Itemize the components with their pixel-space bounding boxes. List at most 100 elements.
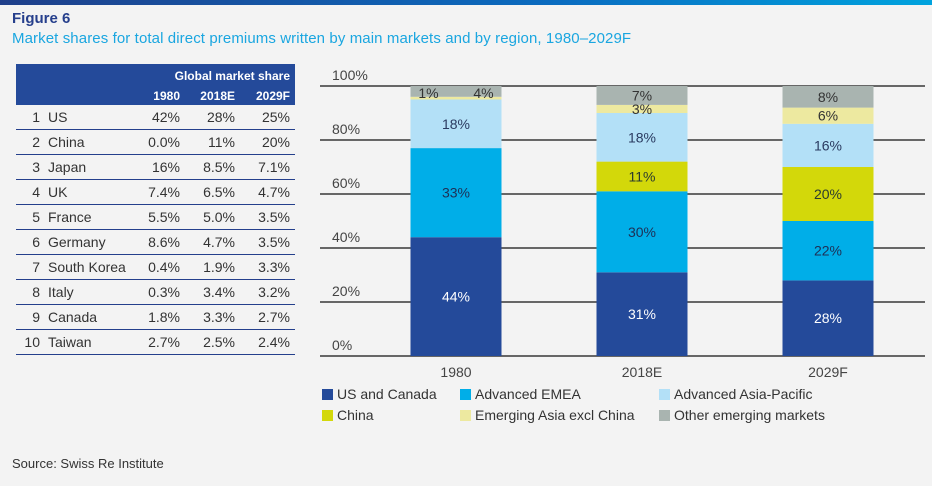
table-row: 10 Taiwan 2.7% 2.5% 2.4% [16, 329, 295, 355]
source-note: Source: Swiss Re Institute [12, 456, 164, 471]
bar-data-label: 31% [628, 306, 656, 322]
bar-data-label: 11% [629, 168, 656, 184]
legend-swatch [322, 409, 333, 421]
table-row: 7 South Korea 0.4% 1.9% 3.3% [16, 254, 295, 280]
value-cell-2018e: 2.5% [185, 329, 240, 355]
country-cell: Taiwan [48, 329, 130, 355]
value-cell-1980: 7.4% [130, 179, 185, 205]
x-tick-label: 1980 [440, 364, 471, 380]
legend-swatch [460, 409, 471, 421]
legend-item: Advanced EMEA [460, 386, 581, 402]
bar-data-label: 8% [818, 89, 838, 105]
legend-label: Advanced EMEA [475, 386, 581, 402]
table-header-blank [16, 64, 130, 86]
value-cell-1980: 0.0% [130, 129, 185, 155]
rank-cell: 9 [16, 304, 48, 330]
value-cell-2018e: 11% [185, 129, 240, 155]
legend-label: US and Canada [337, 386, 437, 402]
bar-segment-advanced-asia-pacific [596, 113, 688, 162]
bar-data-label: 6% [818, 108, 838, 124]
value-cell-2018e: 4.7% [185, 229, 240, 255]
y-tick-label: 40% [332, 229, 360, 245]
table-row: 1 US 42% 28% 25% [16, 105, 295, 130]
table-group-header: Global market share [130, 64, 295, 86]
bar-data-label: 18% [442, 116, 470, 132]
legend-item: Other emerging markets [659, 407, 825, 423]
bar-data-label: 20% [814, 186, 842, 202]
bar-segment-emerging-asia-excl-china [596, 104, 688, 113]
value-cell-1980: 16% [130, 154, 185, 180]
value-cell-2018e: 1.9% [185, 254, 240, 280]
rank-cell: 7 [16, 254, 48, 280]
country-cell: Germany [48, 229, 130, 255]
bar-data-label: 1% [418, 85, 438, 101]
bar-segment-other-emerging-markets [596, 86, 688, 105]
legend-swatch [659, 388, 670, 400]
table-row: 6 Germany 8.6% 4.7% 3.5% [16, 229, 295, 255]
table-row: 3 Japan 16% 8.5% 7.1% [16, 154, 295, 180]
market-share-table: Global market share 1980 2018E 2029F 1 US… [16, 64, 295, 355]
rank-cell: 2 [16, 129, 48, 155]
legend-label: Emerging Asia excl China [475, 407, 635, 423]
column-header: 2029F [240, 86, 295, 105]
value-cell-2018e: 3.4% [185, 279, 240, 305]
rank-cell: 4 [16, 179, 48, 205]
bar-segment-other-emerging-markets [410, 86, 502, 97]
figure-title: Market shares for total direct premiums … [12, 30, 632, 47]
bar-segment-us-and-canada [782, 280, 874, 356]
y-tick-label: 100% [332, 67, 368, 83]
country-cell: France [48, 204, 130, 230]
bar-data-label: 4% [473, 85, 493, 101]
bar-segment-other-emerging-markets [782, 86, 874, 108]
value-cell-2029f: 7.1% [240, 154, 295, 180]
value-cell-2029f: 25% [240, 105, 295, 130]
value-cell-2018e: 6.5% [185, 179, 240, 205]
value-cell-1980: 42% [130, 105, 185, 130]
legend-swatch [322, 388, 333, 400]
x-tick-label: 2029F [808, 364, 848, 380]
table-row: 5 France 5.5% 5.0% 3.5% [16, 204, 295, 230]
bar-data-label: 3% [632, 101, 652, 117]
bar-segment-china [782, 167, 874, 221]
value-cell-2029f: 3.5% [240, 229, 295, 255]
bar-segment-us-and-canada [410, 237, 502, 356]
table-row: 2 China 0.0% 11% 20% [16, 129, 295, 155]
value-cell-1980: 8.6% [130, 229, 185, 255]
value-cell-2029f: 2.7% [240, 304, 295, 330]
bar-segment-advanced-emea [410, 148, 502, 238]
y-tick-label: 20% [332, 283, 360, 299]
table-row: 9 Canada 1.8% 3.3% 2.7% [16, 304, 295, 330]
column-header: 1980 [130, 86, 185, 105]
figure-label: Figure 6 [12, 10, 71, 27]
legend-item: Emerging Asia excl China [460, 407, 635, 423]
value-cell-2018e: 28% [185, 105, 240, 130]
bar-segment-emerging-asia-excl-china [410, 96, 502, 100]
y-tick-label: 60% [332, 175, 360, 191]
bar-segment-us-and-canada [596, 272, 688, 356]
bar-segment-advanced-emea [782, 221, 874, 281]
legend-swatch [460, 388, 471, 400]
legend-label: Advanced Asia-Pacific [674, 386, 813, 402]
value-cell-1980: 5.5% [130, 204, 185, 230]
x-tick-label: 2018E [622, 364, 662, 380]
value-cell-2029f: 3.5% [240, 204, 295, 230]
table-header-blank-2 [16, 86, 130, 105]
value-cell-2018e: 5.0% [185, 204, 240, 230]
table-row: 4 UK 7.4% 6.5% 4.7% [16, 179, 295, 205]
bar-segment-china [596, 161, 688, 192]
y-tick-label: 0% [332, 337, 352, 353]
legend-item: China [322, 407, 374, 423]
country-cell: South Korea [48, 254, 130, 280]
bar-segment-emerging-asia-excl-china [782, 107, 874, 124]
rank-cell: 6 [16, 229, 48, 255]
rank-cell: 3 [16, 154, 48, 180]
value-cell-1980: 2.7% [130, 329, 185, 355]
value-cell-2029f: 2.4% [240, 329, 295, 355]
value-cell-2029f: 20% [240, 129, 295, 155]
bar-segment-advanced-emea [596, 191, 688, 273]
rank-cell: 5 [16, 204, 48, 230]
value-cell-1980: 0.3% [130, 279, 185, 305]
legend-label: Other emerging markets [674, 407, 825, 423]
bar-segment-advanced-asia-pacific [410, 99, 502, 149]
